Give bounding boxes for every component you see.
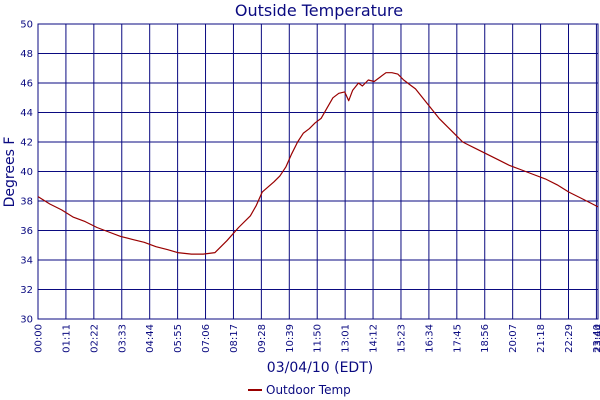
legend-label: Outdoor Temp	[266, 383, 351, 397]
x-tick-label: 18:56	[480, 324, 491, 353]
x-tick-label: 23:40	[592, 324, 600, 353]
series-line-outdoor-temp	[37, 72, 599, 255]
chart-grid	[37, 23, 599, 320]
y-tick-labels: 30 32 34 36 38 40 42 44 46 48 50	[20, 20, 33, 326]
x-tick-label: 04:44	[145, 324, 156, 353]
x-tick-label: 10:39	[285, 324, 296, 353]
x-tick-label: 01:11	[61, 324, 72, 353]
y-tick-label: 38	[20, 197, 33, 208]
x-tick-label: 23:44	[594, 324, 600, 353]
y-tick-label: 50	[20, 20, 33, 31]
chart-title: Outside Temperature	[235, 1, 403, 20]
y-axis-label: Degrees F	[2, 137, 18, 208]
y-tick-label: 48	[20, 49, 33, 60]
x-axis-label: 03/04/10 (EDT)	[267, 360, 373, 376]
legend: Outdoor Temp	[248, 383, 351, 397]
x-tick-labels: 00:00 01:11 02:22 03:33 04:44 05:55 07:06 08:17…	[34, 324, 600, 353]
series-group	[37, 72, 599, 255]
plot-frame	[37, 23, 599, 320]
x-tick-label: 08:17	[229, 324, 240, 353]
y-tick-label: 42	[20, 138, 33, 149]
y-tick-label: 46	[20, 79, 33, 90]
x-tick-label: 14:12	[369, 324, 380, 353]
y-tick-label: 44	[20, 108, 33, 119]
x-tick-label: 00:00	[34, 324, 45, 353]
x-tick-label: 11:50	[313, 324, 324, 353]
y-tick-label: 32	[20, 285, 33, 296]
x-tick-label: 20:07	[508, 324, 519, 353]
x-tick-label: 16:34	[424, 324, 435, 353]
y-tick-label: 30	[20, 315, 33, 326]
x-tick-label: 15:23	[396, 324, 407, 353]
x-tick-label: 09:28	[257, 324, 268, 353]
x-tick-label: 21:18	[536, 324, 547, 353]
x-tick-label: 02:22	[89, 324, 100, 353]
x-tick-label: 17:45	[452, 324, 463, 353]
x-tick-label: 03:33	[117, 324, 128, 353]
y-tick-label: 40	[20, 167, 33, 178]
x-tick-label: 13:01	[341, 324, 352, 353]
x-tick-label: 05:55	[173, 324, 184, 353]
x-tick-label: 07:06	[201, 324, 212, 353]
y-tick-label: 36	[20, 226, 33, 237]
x-tick-label: 22:29	[564, 324, 575, 353]
y-tick-label: 34	[20, 256, 33, 267]
